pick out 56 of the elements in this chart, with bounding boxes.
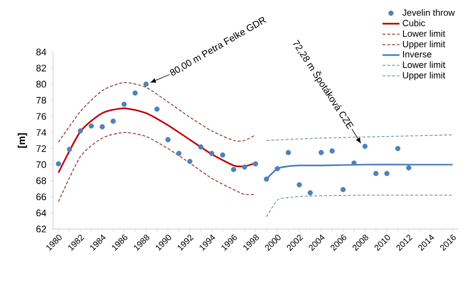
point (220, 152, 226, 158)
point (318, 150, 324, 156)
line-series (58, 132, 256, 202)
y-tick-label: 66 (36, 193, 46, 200)
y-tick-label: 62 (36, 226, 46, 232)
point (296, 182, 302, 188)
point (308, 190, 313, 196)
y-tick-label: 84 (36, 48, 46, 56)
point (143, 82, 149, 87)
point (406, 165, 412, 170)
point (154, 106, 160, 112)
point (351, 160, 357, 166)
point (395, 146, 400, 152)
point (110, 118, 116, 124)
y-tick-label: 72 (36, 145, 46, 152)
legend-label: Cubic (402, 20, 426, 26)
y-tick-label: 70 (36, 161, 46, 168)
point (252, 161, 258, 166)
point (274, 166, 280, 172)
y-tick-label: 80 (36, 80, 46, 88)
point (384, 170, 390, 176)
legend-label: Inverse (403, 51, 432, 58)
point (362, 144, 368, 149)
y-tick-label: 68 (36, 177, 46, 184)
point (122, 102, 127, 107)
legend-label: Lower limit (403, 61, 446, 68)
point (209, 150, 214, 156)
y-tick-label: 64 (36, 210, 46, 216)
point (286, 150, 291, 156)
point (176, 150, 182, 156)
legend-label: Upper limit (402, 72, 446, 80)
point (231, 166, 236, 172)
point (56, 161, 62, 166)
line-series (58, 82, 256, 143)
point (373, 170, 379, 176)
point (100, 124, 105, 130)
point (88, 123, 94, 129)
y-tick-label: 74 (36, 129, 46, 136)
y-axis-title: [m] (18, 133, 28, 148)
y-tick-label: 78 (36, 96, 46, 104)
y-tick-label: 76 (36, 112, 46, 120)
legend-label: Upper limit (402, 40, 446, 50)
point (165, 137, 171, 142)
legend-label: Jevelin throw (402, 9, 455, 16)
point (264, 176, 270, 182)
y-tick-label: 82 (36, 64, 46, 72)
point (132, 90, 138, 96)
point (187, 158, 192, 164)
point (330, 148, 335, 154)
point (66, 146, 72, 152)
point (198, 144, 204, 150)
point (78, 128, 83, 134)
point (242, 164, 248, 170)
point (340, 186, 346, 192)
legend-label: Lower limit (403, 30, 446, 37)
annotation: 80,00 m Petra Felke GDR (170, 17, 266, 76)
